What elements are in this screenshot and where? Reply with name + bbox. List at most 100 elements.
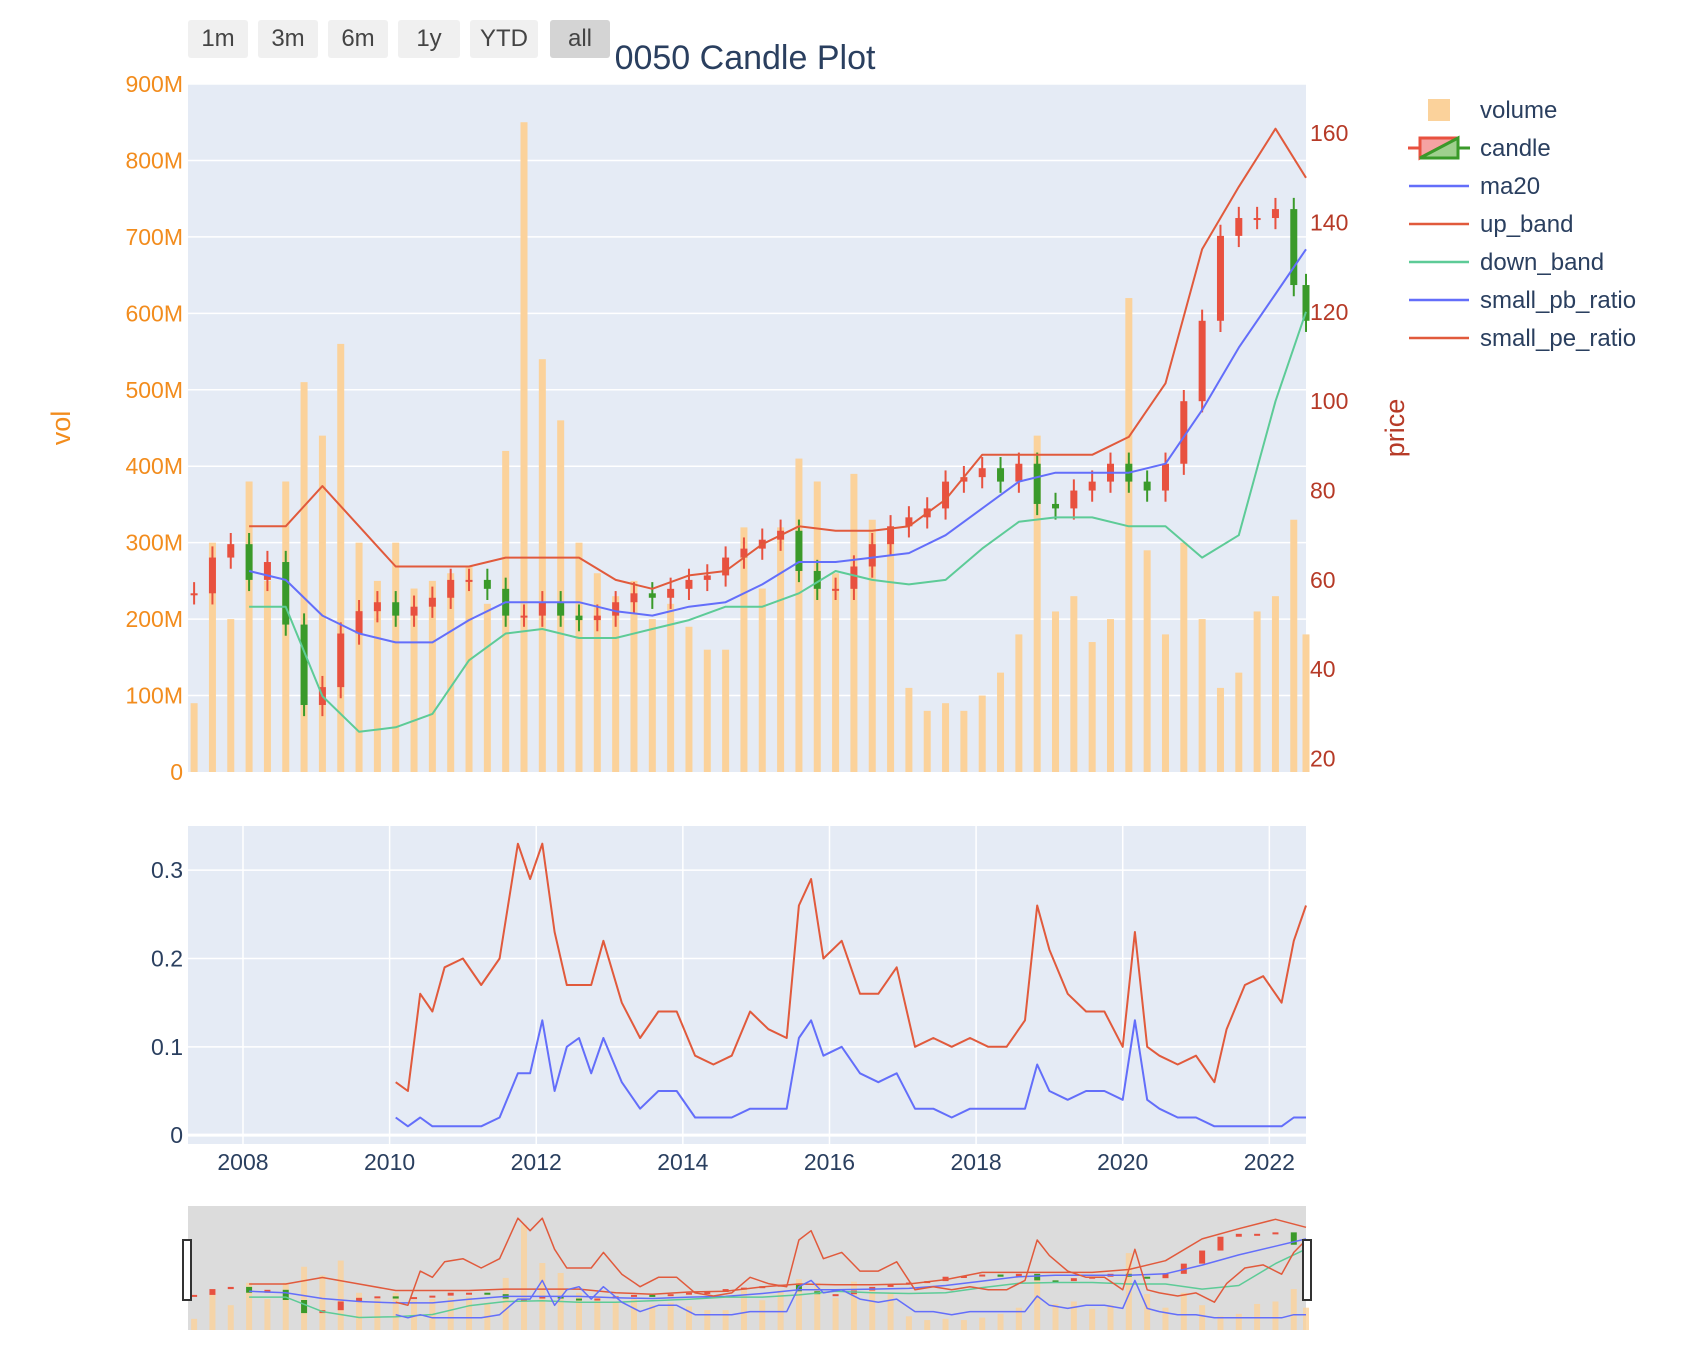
- slider-ma20-line: [249, 1238, 1307, 1304]
- legend-item-small-pb-ratio[interactable]: small_pb_ratio: [1409, 287, 1636, 314]
- volume-bar: [740, 527, 748, 772]
- price-tick-label: 60: [1310, 567, 1336, 593]
- x-tick-label: 2020: [1097, 1149, 1148, 1175]
- slider-volume-bar: [264, 1299, 271, 1330]
- small-pb-ratio-line: [395, 1019, 1306, 1128]
- vol-tick-label: 800M: [125, 147, 183, 173]
- volume-bar: [1070, 596, 1078, 772]
- candle: [465, 568, 473, 592]
- ratio-plot-background: [188, 826, 1306, 1144]
- candle: [685, 568, 693, 600]
- candle: [832, 577, 840, 600]
- legend-item-ma20[interactable]: ma20: [1409, 173, 1540, 200]
- range-button-1m[interactable]: 1m: [188, 20, 248, 58]
- slider-candle: [1052, 1280, 1059, 1283]
- volume-bar: [1107, 619, 1115, 772]
- slider-volume-bar: [979, 1317, 986, 1330]
- range-button-1y[interactable]: 1y: [398, 20, 460, 58]
- volume-bar: [373, 580, 381, 772]
- volume-bar: [1180, 542, 1188, 772]
- range-button-6m[interactable]: 6m: [328, 20, 388, 58]
- range-slider-preview: [191, 1217, 1309, 1330]
- slider-candle: [1034, 1273, 1041, 1281]
- slider-candle: [246, 1286, 253, 1293]
- slider-volume-bar: [942, 1318, 949, 1330]
- volume-bar: [1290, 519, 1298, 772]
- volume-bar: [520, 122, 528, 772]
- range-button-all[interactable]: all: [550, 20, 610, 58]
- candle: [868, 532, 876, 578]
- slider-candle: [411, 1297, 418, 1300]
- vol-axis-title: vol: [46, 411, 76, 446]
- candle: [1198, 309, 1206, 413]
- slider-volume-bar: [337, 1260, 344, 1330]
- slider-candle: [887, 1284, 894, 1287]
- candle: [850, 555, 858, 600]
- legend-item-small-pe-ratio[interactable]: small_pe_ratio: [1409, 325, 1636, 352]
- x-tick-label: 2022: [1244, 1149, 1295, 1175]
- legend-item-volume[interactable]: volume: [1428, 97, 1557, 124]
- legend-item-down-band[interactable]: down_band: [1409, 249, 1604, 276]
- slider-candle: [1235, 1233, 1242, 1237]
- volume-bar: [428, 580, 436, 772]
- volume-bar: [1253, 611, 1261, 772]
- candle: [1070, 479, 1078, 520]
- legend-item-candle[interactable]: candle: [1408, 135, 1551, 162]
- price-axis-title: price: [1380, 399, 1410, 458]
- slider-candle: [1290, 1232, 1297, 1245]
- price-tick-label: 120: [1310, 299, 1348, 325]
- candle: [1143, 470, 1151, 502]
- vol-tick-label: 200M: [125, 606, 183, 632]
- slider-volume-bar: [1199, 1305, 1206, 1330]
- volume-bar: [1088, 642, 1096, 772]
- slider-volume-bar: [722, 1310, 729, 1330]
- slider-volume-bar: [1107, 1305, 1114, 1330]
- slider-volume-bar: [1180, 1292, 1187, 1330]
- price-tick-label: 100: [1310, 388, 1348, 414]
- candle: [337, 622, 345, 699]
- volume-bar: [1216, 687, 1224, 772]
- candle: [1216, 224, 1224, 332]
- x-tick-label: 2012: [511, 1149, 562, 1175]
- slider-volume-bar: [521, 1224, 528, 1330]
- slider-volume-bar: [1144, 1294, 1151, 1330]
- slider-candle: [630, 1294, 637, 1297]
- candle: [410, 595, 418, 627]
- slider-candle: [575, 1298, 582, 1301]
- small-pe-ratio-line: [395, 842, 1307, 1092]
- range-slider-handle-right[interactable]: [1302, 1239, 1312, 1301]
- slider-volume-bar: [447, 1297, 454, 1330]
- slider-volume-bar: [905, 1316, 912, 1330]
- range-button-label: YTD: [480, 25, 528, 52]
- range-button-ytd[interactable]: YTD: [470, 20, 538, 58]
- slider-candle: [392, 1296, 399, 1299]
- slider-volume-bar: [832, 1297, 839, 1330]
- slider-volume-bar: [575, 1292, 582, 1330]
- candle: [190, 582, 198, 605]
- candle: [557, 591, 565, 627]
- candle: [282, 550, 290, 636]
- candle: [1015, 452, 1023, 493]
- slider-volume-bar: [850, 1281, 857, 1330]
- slider-volume-bar: [594, 1297, 601, 1330]
- candle: [648, 582, 656, 609]
- slider-volume-bar: [282, 1282, 289, 1330]
- up-band-line: [249, 127, 1307, 590]
- volume-bar: [795, 458, 803, 772]
- volume-bar: [483, 603, 491, 772]
- slider-candle: [337, 1301, 344, 1311]
- candle: [942, 470, 950, 520]
- range-button-3m[interactable]: 3m: [258, 20, 318, 58]
- slider-candle: [594, 1298, 601, 1301]
- slider-candle: [209, 1289, 216, 1295]
- range-slider-handle-left[interactable]: [182, 1239, 192, 1301]
- slider-candle: [227, 1286, 234, 1290]
- volume-bar: [355, 542, 363, 772]
- candle: [593, 604, 601, 632]
- volume-bar: [868, 519, 876, 772]
- x-tick-label: 2010: [364, 1149, 415, 1175]
- legend-item-up-band[interactable]: up_band: [1409, 211, 1573, 238]
- volume-bar: [465, 565, 473, 772]
- volume-bar: [978, 695, 986, 772]
- price-tick-label: 40: [1310, 656, 1336, 682]
